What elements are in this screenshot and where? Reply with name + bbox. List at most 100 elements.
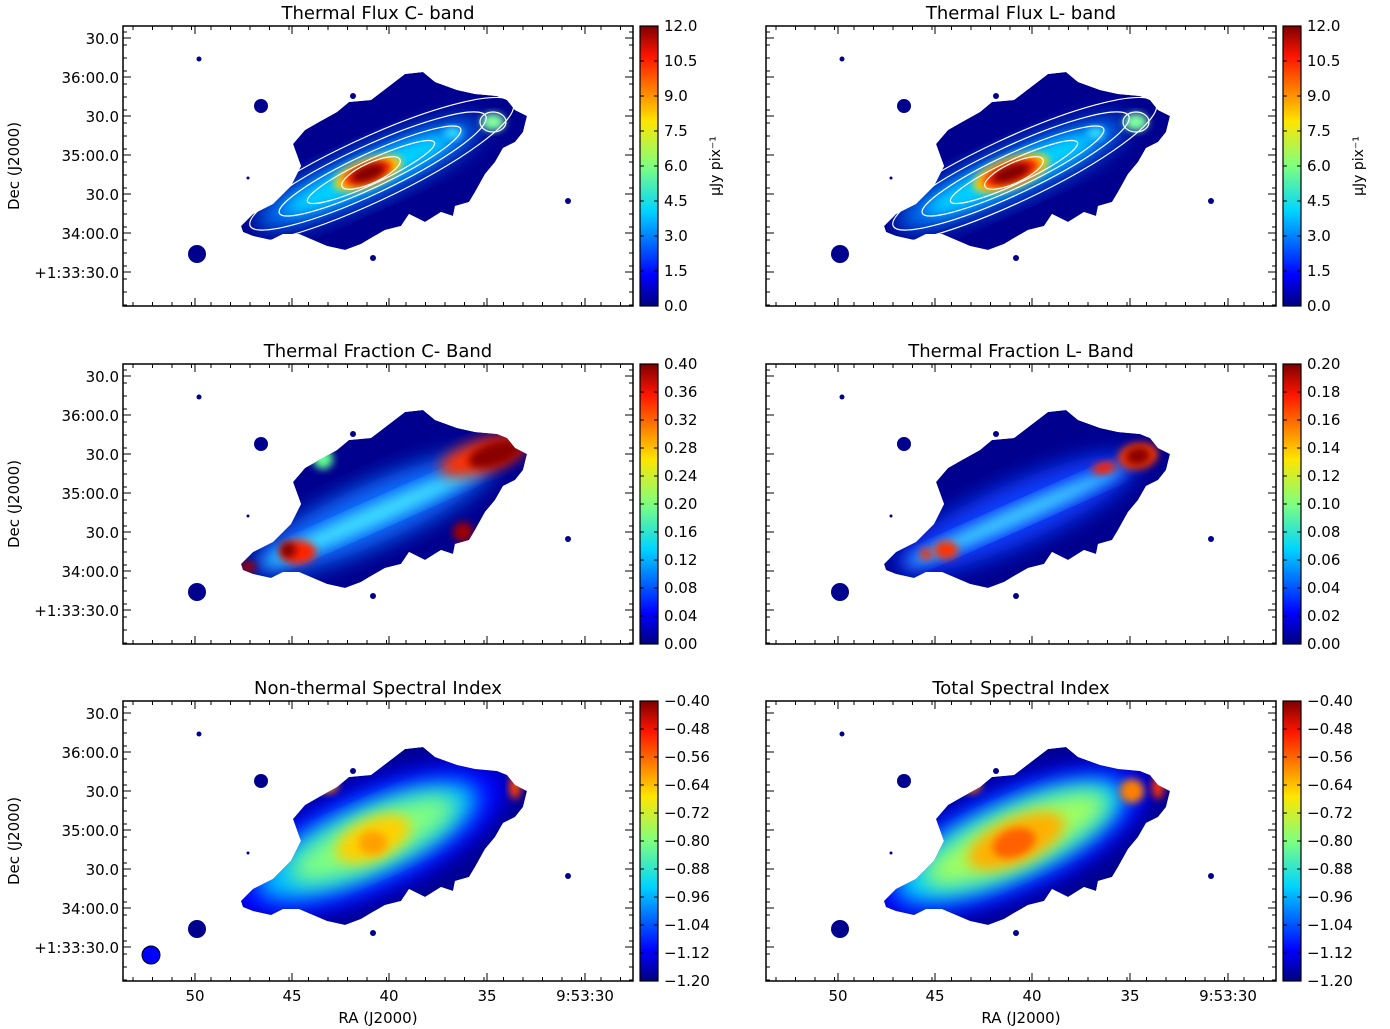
colorbar-tick-label: 0.02 [1307,607,1340,625]
colorbar-tick-label: 0.04 [1307,579,1340,597]
colorbar-tick-label: −0.72 [664,804,710,822]
y-tick-label: 34:00.0 [61,900,119,918]
y-tick-label: +1:33:30.0 [34,939,119,957]
emission-spot-7 [889,851,893,855]
emission-region-2 [906,466,1126,566]
emission-region-6 [280,542,296,558]
y-tick-label: 30.0 [86,186,119,204]
colorbar-tick-label: 3.0 [664,227,688,245]
colorbar-tick-label: −0.96 [1307,888,1353,906]
contour-1 [221,96,515,246]
axis-ticks [123,701,633,981]
emission-spot-1 [839,394,845,400]
plot-frame [122,700,634,982]
contour-2 [249,111,487,231]
y-tick-label: 30.0 [86,705,119,723]
plot-frame [765,700,1277,982]
colorbar-tick-label: 0.16 [1307,411,1340,429]
x-tick-label: 45 [282,987,301,1005]
emission-spot-2 [254,437,268,451]
colorbar-tick-label: 0.12 [1307,467,1340,485]
colorbar-tick-label: −0.40 [664,692,710,710]
panel-title: Thermal Fraction L- Band [907,341,1134,362]
colorbar-tick-label: 0.20 [1307,355,1340,373]
y-tick-label: 30.0 [86,446,119,464]
emission-region-6 [509,775,521,799]
emission-region-7 [920,548,932,560]
emission-region-4 [1125,446,1151,466]
y-tick-label: 35:00.0 [61,147,119,165]
emission-spot-4 [565,873,571,879]
emission-spot-6 [1013,255,1019,261]
contours [221,96,515,246]
colorbar-tick-label: 4.5 [1307,192,1331,210]
y-tick-label: 30.0 [86,108,119,126]
x-axis-label: RA (J2000) [338,1009,417,1027]
emission-region-7 [453,522,473,542]
y-tick-label: 34:00.0 [61,563,119,581]
colorbar-tick-label: 0.08 [664,579,697,597]
emission-spot-5 [831,583,849,601]
panel-1: Thermal Flux C- band 30.0 36:00.0 30.0 35:00… [5,3,724,315]
emission-spot-1 [839,731,845,737]
map-image [188,394,571,601]
x-tick-label: 40 [1022,987,1041,1005]
colorbar: 0.0 1.5 3.0 4.5 6.0 7.5 9.0 10.5 12.0 μJy pix⁻¹ [1282,17,1367,315]
colorbar-tick-label: −0.96 [664,888,710,906]
colorbar-tick-label: 7.5 [1307,122,1331,140]
panel-title: Thermal Fraction C- Band [263,341,492,362]
axis-ticks [123,26,633,306]
emission-spot-6 [1013,593,1019,599]
emission-spot-5 [188,920,206,938]
colorbar: −1.20 −1.12 −1.04 −0.96 −0.88 −0.80 −0.72 −0.64… [1282,692,1353,990]
colorbar-tick-label: −1.12 [1307,944,1353,962]
emission-spot-4 [565,536,571,542]
colorbar-tick-label: −0.72 [1307,804,1353,822]
colorbar-tick-label: 3.0 [1307,227,1331,245]
axis-ticks [766,701,1276,981]
colorbar-tick-label: −0.56 [1307,748,1353,766]
colorbar-tick-label: 0.24 [664,467,697,485]
emission-region-9 [241,561,256,573]
y-tick-label: 35:00.0 [61,822,119,840]
y-tick-label: 36:00.0 [61,69,119,87]
colorbar-tick-label: 0.12 [664,551,697,569]
emission-region-5 [350,163,386,183]
colorbar-tick-label: 0.10 [1307,495,1340,513]
colorbar-tick-label: 0.32 [664,411,697,429]
colorbar-tick-label: −0.88 [664,860,710,878]
colorbar: −1.20 −1.12 −1.04 −0.96 −0.88 −0.80 −0.72 −0.64… [639,692,710,990]
colorbar-tick-label: 10.5 [664,52,697,70]
colorbar-tick-label: 0.00 [1307,635,1340,653]
map-image [188,56,571,263]
colorbar-tick-label: −0.40 [1307,692,1353,710]
plot-frame [122,363,634,645]
colorbar-tick-label: 0.04 [664,607,697,625]
emission-region-5 [992,827,1036,859]
contour-5 [984,156,1044,190]
colorbar-tick-label: −0.48 [664,720,710,738]
plot-frame [765,363,1277,645]
panel-2: Thermal Flux L- band 0.0 1.5 3.0 4.5 6.0 7.5 9.… [765,3,1367,315]
emission-spot-3 [350,768,356,774]
contour-4 [306,139,436,205]
panel-3: Thermal Fraction C- Band 30.0 36:00.0 30.0 3… [5,341,697,653]
emission-spot-6 [1013,930,1019,936]
x-tick-label: 50 [828,987,847,1005]
colorbar-tick-label: 0.0 [664,297,688,315]
colorbar-tick-label: 6.0 [1307,157,1331,175]
emission-spot-5 [188,245,206,263]
colorbar-tick-label: 4.5 [664,192,688,210]
colorbar-tick-label: −0.88 [1307,860,1353,878]
emission-spot-7 [246,851,250,855]
y-tick-label: 30.0 [86,368,119,386]
emission-region-4 [468,439,522,469]
x-tick-label: 40 [379,987,398,1005]
emission-region-6 [934,541,958,559]
colorbar-tick-label: 9.0 [1307,87,1331,105]
emission-region-7 [1152,775,1164,799]
colorbar-tick-label: 12.0 [1307,17,1340,35]
colorbar-tick-label: 0.08 [1307,523,1340,541]
emission-spot-2 [254,99,268,113]
emission-spot-7 [246,176,250,180]
